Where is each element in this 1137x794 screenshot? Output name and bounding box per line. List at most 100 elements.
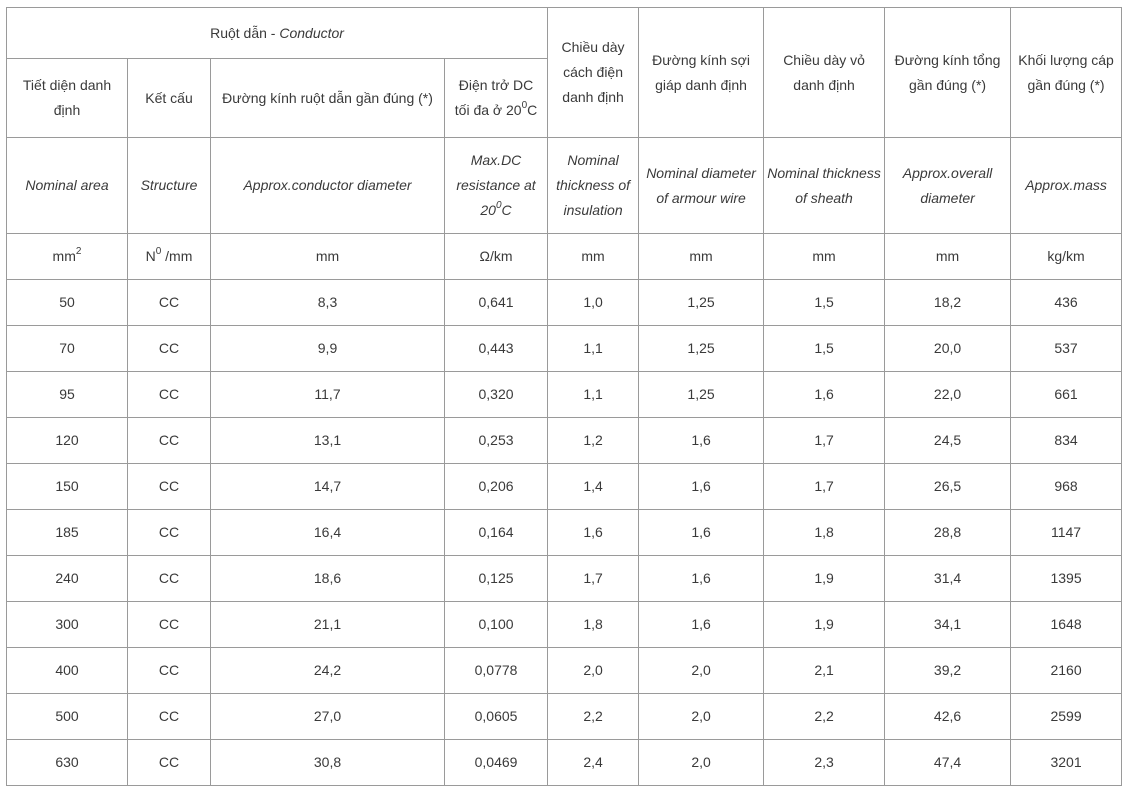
table-cell: 968 [1010, 463, 1123, 510]
units-row: mm2 N0 /mm mm Ω/km mm mm mm mm kg/km [6, 233, 1123, 280]
header-row-vn: Tiết diện danh định Kết cấu Đường kính r… [6, 58, 1122, 138]
table-cell: 0,100 [443, 601, 549, 648]
table-row: 300 CC 21,1 0,100 1,8 1,6 1,9 34,1 1648 [6, 601, 1123, 648]
table-cell: 42,6 [884, 693, 1012, 740]
table-row: 400 CC 24,2 0,0778 2,0 2,0 2,1 39,2 2160 [6, 647, 1123, 694]
table-cell: 1,8 [763, 509, 886, 556]
table-cell: 1,4 [547, 463, 640, 510]
table-cell: 95 [6, 371, 128, 418]
table-cell: 1,2 [547, 417, 640, 464]
table-cell: 661 [1010, 371, 1123, 418]
mass-header: Khối lượng cáp gần đúng (*) [1010, 7, 1123, 138]
table-cell: 2,4 [547, 739, 640, 786]
table-cell: 3201 [1010, 739, 1123, 786]
table-cell: 2,0 [638, 693, 765, 740]
table-cell: 0,0778 [443, 647, 549, 694]
unit-mass: kg/km [1010, 233, 1123, 280]
conductor-diameter-en: Approx.conductor diameter [210, 137, 445, 234]
unit-conductor-diameter: mm [210, 233, 445, 280]
table-cell: 834 [1010, 417, 1123, 464]
resistance-en: Max.DC resistance at 200C [443, 137, 549, 234]
table-cell: 20,0 [884, 325, 1012, 372]
table-cell: 1,6 [638, 601, 765, 648]
table-cell: 2,0 [638, 647, 765, 694]
table-cell: 1,7 [763, 463, 886, 510]
table-row: 500 CC 27,0 0,0605 2,2 2,0 2,2 42,6 2599 [6, 693, 1123, 740]
table-cell: 21,1 [210, 601, 445, 648]
table-cell: 1,6 [763, 371, 886, 418]
table-row: 50 CC 8,3 0,641 1,0 1,25 1,5 18,2 436 [6, 279, 1123, 326]
armour-wire-header: Đường kính sợi giáp danh định [638, 7, 765, 138]
table-cell: 300 [6, 601, 128, 648]
table-cell: 9,9 [210, 325, 445, 372]
table-cell: 150 [6, 463, 128, 510]
table-cell: CC [127, 279, 211, 326]
area-en: Nominal area [6, 137, 128, 234]
table-cell: 2,2 [763, 693, 886, 740]
table-cell: 1,6 [638, 509, 765, 556]
header-row-en: Nominal area Structure Approx.conductor … [6, 137, 1123, 234]
table-row: 95 CC 11,7 0,320 1,1 1,25 1,6 22,0 661 [6, 371, 1123, 418]
table-cell: 14,7 [210, 463, 445, 510]
table-cell: CC [127, 417, 211, 464]
table-cell: 400 [6, 647, 128, 694]
overall-en: Approx.overall diameter [884, 137, 1012, 234]
table-cell: 11,7 [210, 371, 445, 418]
table-cell: 26,5 [884, 463, 1012, 510]
header-row-group: Ruột dẫn - Conductor Chiều dày cách điện… [5, 7, 1123, 138]
table-cell: 0,164 [443, 509, 549, 556]
table-cell: CC [127, 555, 211, 602]
table-cell: 1,5 [763, 279, 886, 326]
conductor-group-header: Ruột dẫn - Conductor [5, 7, 549, 59]
conductor-diameter-header: Đường kính ruột dẫn gần đúng (*) [210, 58, 445, 138]
table-cell: 1,9 [763, 601, 886, 648]
table-cell: 24,2 [210, 647, 445, 694]
unit-area: mm2 [6, 233, 128, 280]
table-cell: 24,5 [884, 417, 1012, 464]
insulation-en: Nominal thickness of insulation [547, 137, 640, 234]
table-cell: 1,8 [547, 601, 640, 648]
table-cell: 500 [6, 693, 128, 740]
table-row: 630 CC 30,8 0,0469 2,4 2,0 2,3 47,4 3201 [6, 739, 1123, 786]
table-cell: CC [127, 371, 211, 418]
table-cell: 1,7 [763, 417, 886, 464]
table-cell: 16,4 [210, 509, 445, 556]
table-cell: CC [127, 647, 211, 694]
table-cell: 1,6 [638, 555, 765, 602]
mass-en: Approx.mass [1010, 137, 1123, 234]
cable-spec-table: Ruột dẫn - Conductor Chiều dày cách điện… [5, 7, 1123, 786]
area-header: Tiết diện danh định [6, 58, 128, 138]
resistance-header: Điện trở DC tối đa ở 200C [443, 58, 549, 138]
table-cell: 2,1 [763, 647, 886, 694]
table-cell: 630 [6, 739, 128, 786]
table-cell: 31,4 [884, 555, 1012, 602]
table-cell: 240 [6, 555, 128, 602]
table-cell: 1,25 [638, 325, 765, 372]
table-cell: 1,1 [547, 325, 640, 372]
table-cell: 50 [6, 279, 128, 326]
table-cell: 27,0 [210, 693, 445, 740]
table-cell: 1,9 [763, 555, 886, 602]
table-cell: 537 [1010, 325, 1123, 372]
table-cell: 2160 [1010, 647, 1123, 694]
sheath-thickness-header: Chiều dày vỏ danh định [763, 7, 886, 138]
table-cell: 2599 [1010, 693, 1123, 740]
insulation-thickness-header: Chiều dày cách điện danh định [547, 7, 640, 138]
table-cell: 18,6 [210, 555, 445, 602]
table-cell: 0,320 [443, 371, 549, 418]
table-cell: 185 [6, 509, 128, 556]
table-cell: 436 [1010, 279, 1123, 326]
table-cell: 1,6 [638, 463, 765, 510]
overall-diameter-header: Đường kính tổng gần đúng (*) [884, 7, 1012, 138]
structure-header: Kết cấu [127, 58, 211, 138]
table-cell: 1,6 [547, 509, 640, 556]
table-cell: 2,0 [638, 739, 765, 786]
table-cell: 28,8 [884, 509, 1012, 556]
table-cell: 1648 [1010, 601, 1123, 648]
table-cell: 1,7 [547, 555, 640, 602]
table-cell: 22,0 [884, 371, 1012, 418]
unit-structure: N0 /mm [127, 233, 211, 280]
table-cell: 1,1 [547, 371, 640, 418]
table-row: 70 CC 9,9 0,443 1,1 1,25 1,5 20,0 537 [6, 325, 1123, 372]
table-cell: 1,6 [638, 417, 765, 464]
